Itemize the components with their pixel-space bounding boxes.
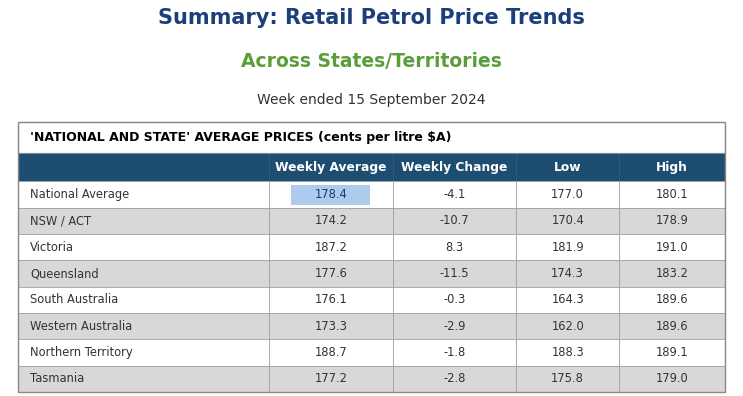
Bar bbox=[393, 313, 516, 339]
Bar bbox=[393, 153, 516, 181]
Bar bbox=[516, 313, 619, 339]
Bar bbox=[18, 313, 269, 339]
Bar bbox=[516, 234, 619, 261]
Text: 170.4: 170.4 bbox=[551, 214, 584, 227]
Text: 188.7: 188.7 bbox=[314, 346, 347, 359]
Bar bbox=[269, 313, 393, 339]
Bar bbox=[393, 261, 516, 287]
Bar bbox=[18, 153, 269, 181]
Text: 173.3: 173.3 bbox=[314, 320, 347, 333]
Bar bbox=[516, 366, 619, 392]
Text: Tasmania: Tasmania bbox=[30, 372, 84, 385]
Bar bbox=[393, 287, 516, 313]
Bar bbox=[393, 339, 516, 366]
Bar bbox=[18, 122, 725, 392]
Bar bbox=[18, 261, 269, 287]
Bar bbox=[18, 208, 269, 234]
Text: 162.0: 162.0 bbox=[551, 320, 584, 333]
Text: Low: Low bbox=[554, 161, 582, 174]
Text: Weekly Average: Weekly Average bbox=[275, 161, 386, 174]
Text: Queensland: Queensland bbox=[30, 267, 99, 280]
Bar bbox=[18, 287, 269, 313]
Bar bbox=[516, 287, 619, 313]
Bar bbox=[619, 313, 725, 339]
Bar bbox=[393, 366, 516, 392]
Text: 175.8: 175.8 bbox=[551, 372, 584, 385]
Text: NSW / ACT: NSW / ACT bbox=[30, 214, 91, 227]
Bar bbox=[269, 234, 393, 261]
Text: 187.2: 187.2 bbox=[314, 241, 347, 254]
Bar bbox=[393, 234, 516, 261]
Bar bbox=[18, 122, 725, 153]
Bar bbox=[269, 208, 393, 234]
Text: National Average: National Average bbox=[30, 188, 129, 201]
Text: 178.4: 178.4 bbox=[314, 188, 347, 201]
Text: -1.8: -1.8 bbox=[444, 346, 466, 359]
Text: 'NATIONAL AND STATE' AVERAGE PRICES (cents per litre $A): 'NATIONAL AND STATE' AVERAGE PRICES (cen… bbox=[30, 131, 452, 144]
Bar bbox=[269, 339, 393, 366]
Text: 177.0: 177.0 bbox=[551, 188, 584, 201]
Text: -2.8: -2.8 bbox=[444, 372, 466, 385]
Bar bbox=[269, 287, 393, 313]
Text: Western Australia: Western Australia bbox=[30, 320, 132, 333]
Text: South Australia: South Australia bbox=[30, 293, 118, 307]
Bar bbox=[516, 339, 619, 366]
Text: Week ended 15 September 2024: Week ended 15 September 2024 bbox=[257, 93, 486, 107]
Bar bbox=[516, 153, 619, 181]
Text: High: High bbox=[656, 161, 688, 174]
Bar bbox=[619, 208, 725, 234]
Bar bbox=[269, 261, 393, 287]
Bar bbox=[269, 153, 393, 181]
Text: 8.3: 8.3 bbox=[446, 241, 464, 254]
Bar bbox=[619, 339, 725, 366]
Text: 174.2: 174.2 bbox=[314, 214, 347, 227]
Text: 180.1: 180.1 bbox=[655, 188, 688, 201]
Bar bbox=[619, 234, 725, 261]
Text: 176.1: 176.1 bbox=[314, 293, 347, 307]
Bar bbox=[619, 366, 725, 392]
Text: 189.1: 189.1 bbox=[655, 346, 688, 359]
Bar bbox=[269, 366, 393, 392]
Bar bbox=[393, 181, 516, 208]
Text: 177.2: 177.2 bbox=[314, 372, 347, 385]
Text: Weekly Change: Weekly Change bbox=[401, 161, 507, 174]
Text: -10.7: -10.7 bbox=[440, 214, 470, 227]
Bar bbox=[393, 208, 516, 234]
Text: Victoria: Victoria bbox=[30, 241, 74, 254]
Bar bbox=[516, 208, 619, 234]
Text: 188.3: 188.3 bbox=[551, 346, 584, 359]
Bar bbox=[269, 181, 393, 208]
Text: 189.6: 189.6 bbox=[655, 293, 688, 307]
Text: 191.0: 191.0 bbox=[655, 241, 688, 254]
Bar bbox=[619, 153, 725, 181]
Text: 178.9: 178.9 bbox=[655, 214, 688, 227]
Text: 174.3: 174.3 bbox=[551, 267, 584, 280]
Text: 181.9: 181.9 bbox=[551, 241, 584, 254]
Bar bbox=[619, 181, 725, 208]
Bar bbox=[291, 185, 371, 205]
Text: -0.3: -0.3 bbox=[444, 293, 466, 307]
Bar bbox=[18, 366, 269, 392]
Text: 189.6: 189.6 bbox=[655, 320, 688, 333]
Bar bbox=[516, 261, 619, 287]
Text: -11.5: -11.5 bbox=[440, 267, 470, 280]
Text: Northern Territory: Northern Territory bbox=[30, 346, 132, 359]
Text: 183.2: 183.2 bbox=[655, 267, 689, 280]
Bar bbox=[516, 181, 619, 208]
Bar bbox=[619, 287, 725, 313]
Bar bbox=[18, 234, 269, 261]
Text: -2.9: -2.9 bbox=[444, 320, 466, 333]
Text: 179.0: 179.0 bbox=[655, 372, 688, 385]
Text: Summary: Retail Petrol Price Trends: Summary: Retail Petrol Price Trends bbox=[158, 8, 585, 28]
Bar bbox=[18, 181, 269, 208]
Bar bbox=[619, 261, 725, 287]
Bar bbox=[18, 339, 269, 366]
Text: 177.6: 177.6 bbox=[314, 267, 347, 280]
Text: Across States/Territories: Across States/Territories bbox=[241, 52, 502, 71]
Text: 164.3: 164.3 bbox=[551, 293, 584, 307]
Text: -4.1: -4.1 bbox=[444, 188, 466, 201]
